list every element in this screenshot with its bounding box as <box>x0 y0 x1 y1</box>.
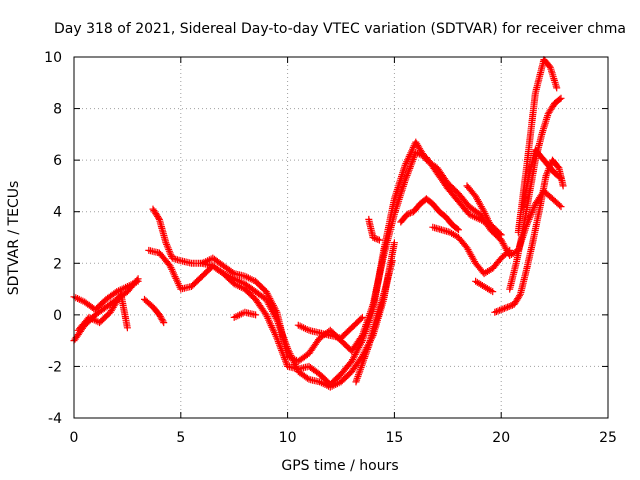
series-markers <box>506 94 565 293</box>
y-tick-label: 10 <box>44 50 62 66</box>
chart-title: Day 318 of 2021, Sidereal Day-to-day VTE… <box>54 21 626 37</box>
series-track-15 <box>472 277 497 296</box>
y-tick-label: 2 <box>53 256 62 272</box>
series-track-17 <box>506 94 565 293</box>
series-markers <box>352 257 396 386</box>
series-markers <box>491 156 567 316</box>
x-tick-label: 25 <box>599 430 617 446</box>
series-track-4 <box>141 295 168 327</box>
series-markers <box>365 215 383 244</box>
x-tick-label: 10 <box>279 430 297 446</box>
x-tick-label: 0 <box>70 430 79 446</box>
axes: 0 5 10 15 20 25 -4 -2 0 2 4 6 8 10 <box>44 50 617 446</box>
series-markers <box>294 313 366 342</box>
series-track-12 <box>397 195 462 234</box>
plot-frame <box>73 56 609 419</box>
series-track-11 <box>365 215 383 244</box>
series-track-3 <box>74 290 131 334</box>
series-markers <box>74 290 131 334</box>
series-markers <box>230 308 260 321</box>
series-markers <box>70 275 142 345</box>
y-tick-label: 4 <box>53 205 62 221</box>
y-tick-label: 8 <box>53 102 62 118</box>
series-markers <box>141 295 168 327</box>
x-tick-label: 20 <box>492 430 510 446</box>
y-tick-label: 0 <box>53 308 62 324</box>
series-track-6 <box>145 138 505 388</box>
series-track-19 <box>514 56 561 236</box>
series-track-2 <box>70 275 142 345</box>
series-markers <box>429 223 514 278</box>
series-markers <box>145 138 505 388</box>
series-track-13 <box>429 223 514 278</box>
y-axis-title: SDTVAR / TECUs <box>6 181 22 296</box>
series-markers <box>514 56 561 236</box>
y-tick-label: 6 <box>53 153 62 169</box>
series-track-8 <box>230 308 260 321</box>
series-markers <box>397 195 462 234</box>
series-track-10 <box>352 257 396 386</box>
x-axis-title: GPS time / hours <box>281 458 398 474</box>
series-track-16 <box>491 156 567 316</box>
y-tick-label: -4 <box>48 411 62 427</box>
x-tick-label: 5 <box>176 430 185 446</box>
x-tick-label: 15 <box>385 430 403 446</box>
series-markers <box>472 277 497 296</box>
data-series <box>70 56 567 391</box>
y-tick-label: -2 <box>48 359 62 375</box>
series-track-9 <box>294 313 366 342</box>
grid-lines <box>74 57 608 418</box>
